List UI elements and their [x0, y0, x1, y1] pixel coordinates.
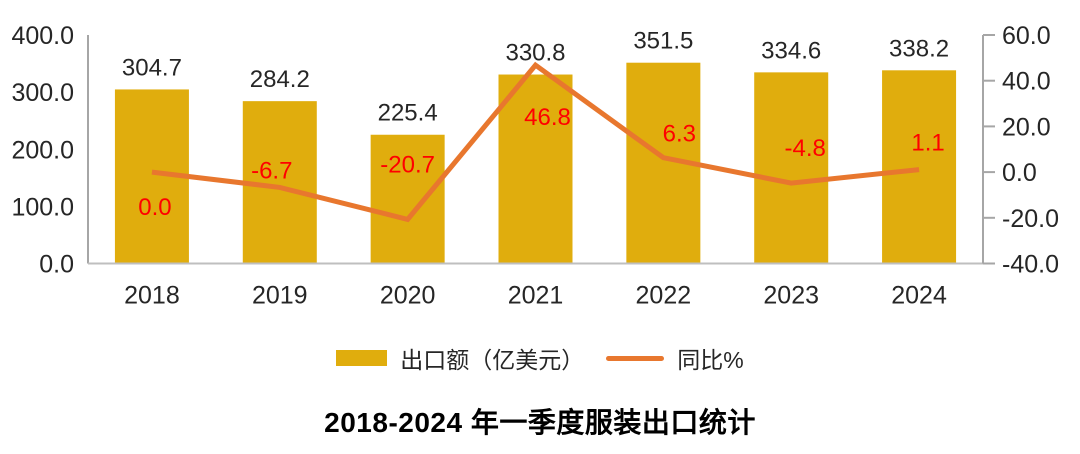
yoy-value-label: -4.8	[785, 135, 826, 162]
chart-title: 2018-2024 年一季度服装出口统计	[324, 407, 756, 438]
chart-canvas: 304.7 2018 284.2 2019 225.4 2020 330.8 2021 351.…	[11, 22, 1059, 310]
x-axis-label-2019: 2019	[252, 282, 308, 310]
legend-label-export: 出口额（亿美元）	[400, 347, 585, 373]
bar-swatch-icon	[336, 350, 388, 366]
bar-value-label: 225.4	[378, 100, 438, 127]
right-axis-tick-label: -40.0	[1002, 251, 1059, 279]
yoy-value-label: 0.0	[138, 194, 171, 221]
yoy-value-label: 46.8	[524, 104, 571, 131]
chart-legend: 出口额（亿美元） 同比%	[0, 342, 1080, 374]
left-axis-tick-label: 300.0	[11, 79, 74, 107]
bar-value-label: 334.6	[761, 37, 821, 64]
left-axis-tick-label: 400.0	[11, 22, 74, 50]
x-axis-label-2020: 2020	[380, 282, 436, 310]
right-axis-tick-label: 40.0	[1002, 68, 1051, 96]
bar-value-label: 304.7	[122, 54, 182, 81]
bar-value-label: 330.8	[505, 40, 565, 67]
bar-value-label: 338.2	[889, 35, 949, 62]
right-axis-tick-label: 0.0	[1002, 159, 1037, 187]
left-axis-tick-label: 0.0	[39, 251, 74, 279]
yoy-value-label: 1.1	[911, 130, 944, 157]
left-axis-tick-label: 100.0	[11, 193, 74, 221]
legend-label-yoy: 同比%	[677, 347, 744, 373]
line-swatch-icon	[606, 355, 665, 361]
yoy-line	[151, 61, 920, 223]
x-axis-label-2022: 2022	[636, 282, 692, 310]
right-axis-tick-label: -20.0	[1002, 205, 1059, 233]
bar-value-label: 351.5	[633, 28, 693, 55]
bar-2024	[882, 70, 957, 264]
bar-2023	[754, 72, 829, 264]
right-axis-tick-label: 60.0	[1002, 22, 1051, 50]
yoy-value-label: 6.3	[663, 121, 696, 148]
bar-2020	[370, 134, 445, 264]
chart-figure: 304.7 2018 284.2 2019 225.4 2020 330.8 2021 351.…	[11, 22, 1059, 310]
x-axis-label-2018: 2018	[124, 282, 180, 310]
x-axis-label-2021: 2021	[508, 282, 564, 310]
right-axis-tick-label: 20.0	[1002, 113, 1051, 141]
legend-item-export: 出口额（亿美元）	[336, 341, 584, 375]
bar-value-label: 284.2	[250, 66, 310, 93]
x-axis-label-2024: 2024	[891, 282, 947, 310]
left-axis-tick-label: 200.0	[11, 136, 74, 164]
yoy-value-label: -6.7	[251, 157, 292, 184]
yoy-value-label: -20.7	[380, 151, 435, 178]
x-axis-label-2023: 2023	[763, 282, 819, 310]
legend-item-yoy: 同比%	[606, 341, 744, 375]
bar-2021	[498, 74, 573, 264]
